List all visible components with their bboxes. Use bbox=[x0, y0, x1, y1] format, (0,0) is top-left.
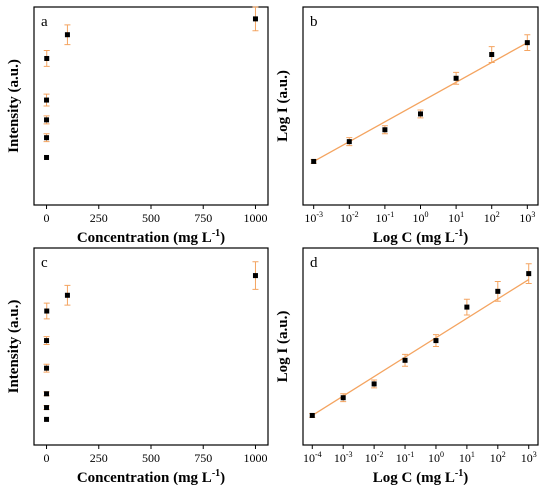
x-tick-label: 10-2 bbox=[340, 210, 359, 225]
data-point bbox=[340, 395, 346, 401]
y-axis-label: Intensity (a.u.) bbox=[6, 59, 22, 153]
x-tick-label: 10-3 bbox=[334, 450, 353, 465]
x-tick-label: 101 bbox=[448, 210, 464, 225]
data-point bbox=[44, 55, 50, 61]
plot-frame bbox=[302, 6, 539, 206]
data-point bbox=[371, 381, 377, 387]
x-axis-label: Concentration (mg L-1) bbox=[77, 228, 225, 246]
data-point bbox=[44, 308, 50, 314]
x-axis-label: Log C (mg L-1) bbox=[373, 228, 468, 246]
data-point bbox=[382, 127, 388, 133]
panel-letter: b bbox=[310, 14, 318, 30]
data-point bbox=[346, 139, 352, 145]
x-tick-label: 100 bbox=[413, 210, 429, 225]
data-point bbox=[252, 273, 258, 279]
x-tick-label: 101 bbox=[459, 450, 475, 465]
data-point bbox=[44, 154, 50, 160]
x-tick-label: 750 bbox=[194, 211, 212, 225]
data-point bbox=[252, 16, 258, 22]
x-tick-label: 0 bbox=[44, 451, 50, 465]
y-axis-label: Intensity (a.u.) bbox=[6, 300, 22, 394]
x-tick-label: 102 bbox=[484, 210, 500, 225]
data-point bbox=[495, 288, 501, 294]
data-point bbox=[311, 158, 317, 164]
x-tick-label: 103 bbox=[519, 210, 535, 225]
data-point bbox=[44, 97, 50, 103]
x-tick-label: 1000 bbox=[243, 451, 267, 465]
data-point bbox=[44, 135, 50, 141]
x-tick-label: 10-1 bbox=[396, 450, 415, 465]
panel-c: 0 250 500 750 1000 Concentration (mg L-1) Inte… bbox=[6, 247, 269, 485]
x-tick-label: 500 bbox=[142, 211, 160, 225]
plot-frame bbox=[33, 247, 269, 446]
fit-line bbox=[313, 42, 528, 163]
x-tick-label: 1000 bbox=[243, 211, 267, 225]
x-tick-label: 10-1 bbox=[376, 210, 395, 225]
x-tick-label: 100 bbox=[428, 450, 444, 465]
data-point bbox=[44, 117, 50, 123]
x-tick-label: 10-4 bbox=[303, 450, 322, 465]
x-tick-label: 0 bbox=[44, 211, 50, 225]
data-point bbox=[64, 32, 70, 38]
data-point bbox=[402, 357, 408, 363]
data-point bbox=[526, 271, 532, 277]
y-axis-label: Log I (a.u.) bbox=[275, 70, 291, 142]
x-tick-label: 750 bbox=[194, 451, 212, 465]
x-tick-label: 102 bbox=[490, 450, 506, 465]
data-point bbox=[309, 412, 315, 418]
y-axis-label: Log I (a.u.) bbox=[275, 311, 291, 383]
data-point bbox=[44, 416, 50, 422]
x-tick-label: 250 bbox=[90, 211, 108, 225]
data-point bbox=[489, 52, 495, 58]
data-point bbox=[44, 391, 50, 397]
fit-line bbox=[311, 278, 530, 417]
data-point bbox=[418, 111, 423, 117]
x-tick-label: 103 bbox=[521, 450, 537, 465]
data-point bbox=[524, 40, 530, 46]
data-point bbox=[64, 292, 70, 298]
panel-d: 10-4 10-3 10-2 10-1 100 101 102 103 Log C (mg L-… bbox=[275, 247, 539, 485]
panel-b: 10-3 10-2 10-1 100 101 102 103 Log C (mg L-1) Lo… bbox=[275, 6, 539, 246]
x-tick-label: 10-3 bbox=[304, 210, 323, 225]
data-point bbox=[433, 338, 439, 344]
x-axis-label: Log C (mg L-1) bbox=[373, 468, 468, 485]
data-point bbox=[44, 405, 50, 411]
panel-letter: a bbox=[41, 14, 48, 30]
panel-a: 0 250 500 750 1000 Concentration (mg L-1) Inte… bbox=[6, 6, 269, 246]
plot-frame bbox=[302, 247, 539, 446]
panel-letter: d bbox=[310, 255, 318, 271]
x-tick-label: 500 bbox=[142, 451, 160, 465]
data-point bbox=[464, 304, 470, 310]
x-tick-label: 10-2 bbox=[365, 450, 384, 465]
panel-letter: c bbox=[41, 255, 48, 271]
data-point bbox=[44, 338, 50, 344]
x-tick-label: 250 bbox=[90, 451, 108, 465]
data-point bbox=[44, 365, 50, 371]
data-point bbox=[453, 75, 459, 81]
x-axis-label: Concentration (mg L-1) bbox=[77, 468, 225, 485]
